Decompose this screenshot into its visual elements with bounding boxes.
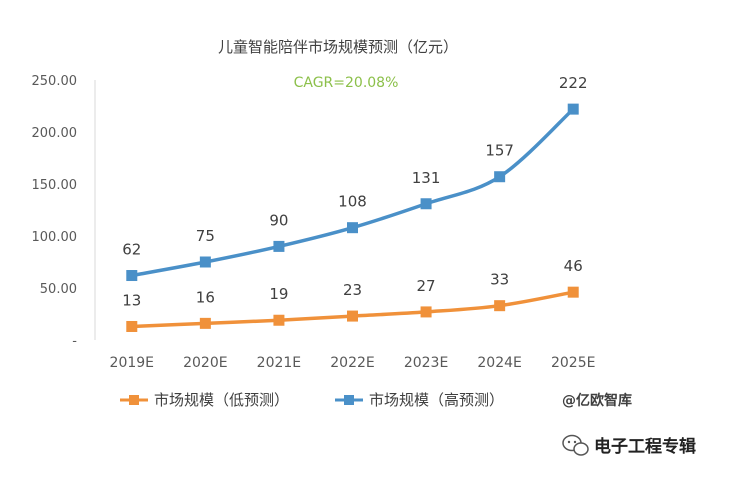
x-tick-label: 2020E	[183, 355, 227, 371]
data-label: 62	[122, 241, 141, 259]
legend: 市场规模（低预测） 市场规模（高预测）	[120, 391, 504, 409]
data-point	[347, 222, 358, 234]
data-label: 46	[564, 257, 583, 275]
data-label: 222	[559, 74, 588, 92]
y-axis-ticks: - 50.00 100.00 150.00 200.00 250.00	[32, 74, 78, 349]
data-label: 33	[490, 271, 509, 289]
y-tick-label: 200.00	[32, 126, 78, 141]
data-point	[420, 198, 432, 210]
cagr-annotation: CAGR=20.08%	[294, 75, 399, 91]
data-label: 16	[196, 288, 215, 306]
data-label: 13	[122, 291, 141, 309]
y-tick-label: 100.00	[32, 230, 78, 245]
data-label: 27	[417, 277, 436, 295]
legend-label: 市场规模（高预测）	[369, 391, 504, 409]
legend-marker	[344, 395, 354, 405]
data-point	[273, 240, 285, 252]
watermark-text: 电子工程专辑	[594, 436, 696, 457]
x-tick-label: 2025E	[551, 355, 595, 371]
data-point	[567, 103, 579, 115]
data-point	[126, 270, 138, 282]
y-tick-label: 150.00	[32, 178, 78, 193]
y-tick-label: 250.00	[32, 74, 78, 89]
y-tick-label: -	[72, 334, 77, 349]
x-tick-label: 2021E	[257, 355, 301, 371]
data-point	[494, 300, 506, 312]
data-label: 19	[269, 285, 288, 303]
x-axis-ticks: 2019E 2020E 2021E 2022E 2023E 2024E 2025E	[110, 355, 596, 371]
legend-label: 市场规模（低预测）	[154, 391, 289, 409]
series-low: 13 16 19 23 27 33 46	[122, 257, 583, 332]
x-tick-label: 2022E	[330, 355, 374, 371]
data-point	[567, 286, 579, 298]
y-tick-label: 50.00	[40, 282, 77, 297]
data-point	[126, 320, 138, 332]
data-point	[199, 256, 211, 268]
data-point	[347, 310, 358, 322]
series-high: 62 75 90 108 131 157 222	[122, 74, 588, 282]
data-label: 75	[196, 227, 215, 245]
data-point	[273, 314, 285, 326]
x-tick-label: 2024E	[477, 355, 521, 371]
data-label: 90	[269, 211, 288, 229]
data-label: 23	[343, 281, 362, 299]
series-group: 13 16 19 23 27 33 46 62 75 90 108 131 157 222	[122, 74, 588, 332]
data-point	[494, 171, 506, 183]
data-point	[199, 317, 211, 329]
x-tick-label: 2023E	[404, 355, 448, 371]
data-label: 157	[485, 142, 514, 160]
data-label: 131	[412, 169, 441, 187]
legend-marker	[129, 395, 139, 405]
x-tick-label: 2019E	[110, 355, 154, 371]
data-label: 108	[338, 193, 367, 211]
data-point	[420, 306, 432, 318]
wechat-icon	[562, 434, 589, 456]
watermark: 电子工程专辑	[562, 434, 696, 457]
chart-title: 儿童智能陪伴市场规模预测（亿元）	[218, 38, 458, 56]
source-label: @亿欧智库	[562, 392, 632, 409]
